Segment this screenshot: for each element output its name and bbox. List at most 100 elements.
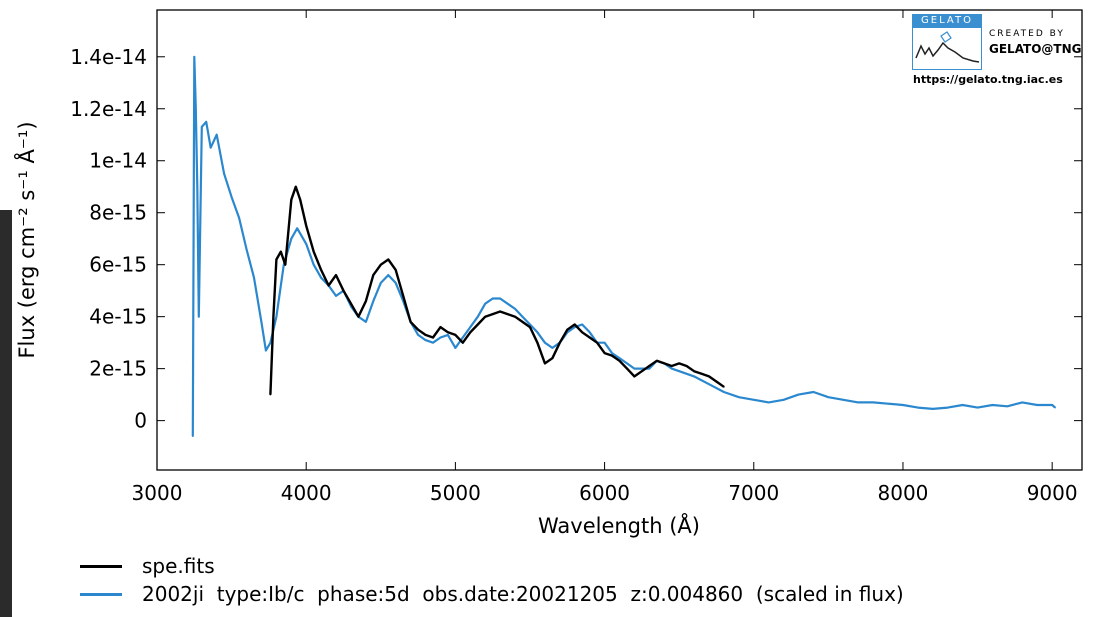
data-point-spe-fits [387, 258, 390, 261]
data-point-2002ji [462, 336, 464, 339]
data-point-2002ji [946, 406, 949, 409]
data-point-spe-fits [305, 224, 307, 227]
data-point-2002ji [439, 336, 442, 339]
data-point-spe-fits [327, 284, 330, 287]
data-point-spe-fits [284, 263, 287, 266]
data-point-spe-fits [275, 258, 278, 261]
data-point-2002ji [260, 321, 263, 323]
y-tick-label: 4e-15 [89, 305, 147, 329]
data-point-2002ji [633, 367, 636, 370]
data-point-2002ji [365, 321, 367, 323]
data-point-spe-fits [573, 323, 576, 326]
data-point-2002ji [1036, 404, 1039, 406]
data-point-2002ji [738, 396, 740, 399]
data-point-spe-fits [432, 336, 434, 339]
data-point-2002ji [484, 302, 487, 305]
data-point-2002ji [902, 404, 904, 406]
data-point-spe-fits [544, 362, 546, 365]
data-point-2002ji [857, 401, 860, 404]
x-axis-title: Wavelength (Å) [538, 512, 700, 538]
data-point-2002ji [581, 323, 584, 326]
data-point-2002ji [476, 315, 479, 318]
data-point-2002ji [514, 308, 516, 310]
data-point-spe-fits [294, 185, 297, 188]
data-point-2002ji [305, 243, 307, 245]
x-tick-label: 9000 [1027, 481, 1078, 505]
legend-label: 2002ji type:Ib/c phase:5d obs.date:20021… [142, 582, 904, 606]
data-point-spe-fits [372, 274, 375, 276]
data-point-2002ji [194, 107, 197, 110]
data-point-2002ji [205, 120, 208, 123]
chart-legend: spe.fits 2002ji type:Ib/c phase:5d obs.d… [80, 552, 904, 608]
data-point-2002ji [320, 276, 322, 279]
data-point-spe-fits [447, 331, 449, 334]
data-point-2002ji [265, 349, 267, 352]
y-tick-label: 8e-15 [89, 201, 147, 225]
data-point-spe-fits [521, 321, 524, 323]
x-tick-label: 3000 [132, 481, 183, 505]
data-point-2002ji [1021, 401, 1024, 404]
data-point-2002ji [812, 391, 815, 393]
data-point-spe-fits [715, 380, 718, 383]
data-point-2002ji [872, 401, 874, 404]
data-point-2002ji [1006, 405, 1009, 408]
data-point-2002ji [269, 341, 272, 344]
data-point-2002ji [887, 402, 889, 405]
data-point-2002ji [499, 297, 501, 300]
data-point-2002ji [193, 55, 196, 58]
y-axis-ticks: 0 2e-15 4e-15 6e-15 8e-15 1e-14 1.2e-14 1.4e-14 [70, 45, 1082, 433]
data-point-spe-fits [529, 326, 531, 328]
data-point-2002ji [797, 393, 800, 396]
data-point-spe-fits [588, 336, 591, 339]
data-point-2002ji [432, 341, 434, 344]
data-point-2002ji [1054, 406, 1056, 409]
data-point-spe-fits [663, 362, 666, 365]
data-point-2002ji [200, 126, 203, 128]
logo-spectrum-icon [912, 27, 982, 70]
data-point-spe-fits [685, 365, 688, 367]
data-point-2002ji [991, 404, 994, 406]
legend-swatch-blue [80, 592, 122, 596]
data-point-spe-fits [626, 367, 628, 370]
data-point-2002ji [447, 334, 449, 336]
data-point-2002ji [917, 406, 919, 409]
data-point-2002ji [335, 295, 337, 297]
data-point-2002ji [196, 185, 199, 188]
y-tick-label: 1e-14 [89, 149, 147, 173]
data-point-2002ji [648, 367, 651, 370]
data-point-2002ji [290, 237, 293, 240]
data-point-spe-fits [417, 328, 419, 331]
y-axis-title: Flux (erg cm⁻² s⁻¹ Å⁻¹) [13, 121, 39, 358]
data-point-spe-fits [350, 302, 352, 305]
data-point-2002ji [417, 334, 419, 336]
data-point-2002ji [961, 404, 964, 406]
data-point-2002ji [424, 339, 427, 341]
data-point-2002ji [215, 133, 218, 136]
data-point-spe-fits [536, 341, 539, 344]
data-point-2002ji [394, 282, 397, 284]
data-point-spe-fits [476, 323, 479, 326]
data-point-2002ji [678, 370, 680, 373]
data-point-spe-fits [491, 313, 494, 315]
y-tick-label: 2e-15 [89, 357, 147, 381]
x-tick-label: 4000 [281, 481, 332, 505]
data-point-spe-fits [611, 354, 613, 357]
data-point-2002ji [197, 315, 200, 318]
data-point-2002ji [976, 406, 979, 409]
window-edge-strip [0, 210, 12, 617]
data-point-2002ji [693, 375, 695, 378]
data-point-spe-fits [272, 315, 275, 318]
data-point-2002ji [611, 352, 613, 354]
data-point-spe-fits [603, 352, 606, 354]
data-point-2002ji [626, 362, 628, 365]
logo-brand: GELATO@TNG [989, 42, 1082, 56]
data-point-spe-fits [439, 326, 442, 328]
x-tick-label: 6000 [579, 481, 630, 505]
data-point-2002ji [551, 347, 554, 349]
data-point-spe-fits [678, 362, 680, 365]
data-point-spe-fits [506, 313, 509, 315]
x-tick-label: 8000 [878, 481, 929, 505]
data-point-spe-fits [499, 310, 501, 313]
data-point-spe-fits [708, 375, 710, 378]
